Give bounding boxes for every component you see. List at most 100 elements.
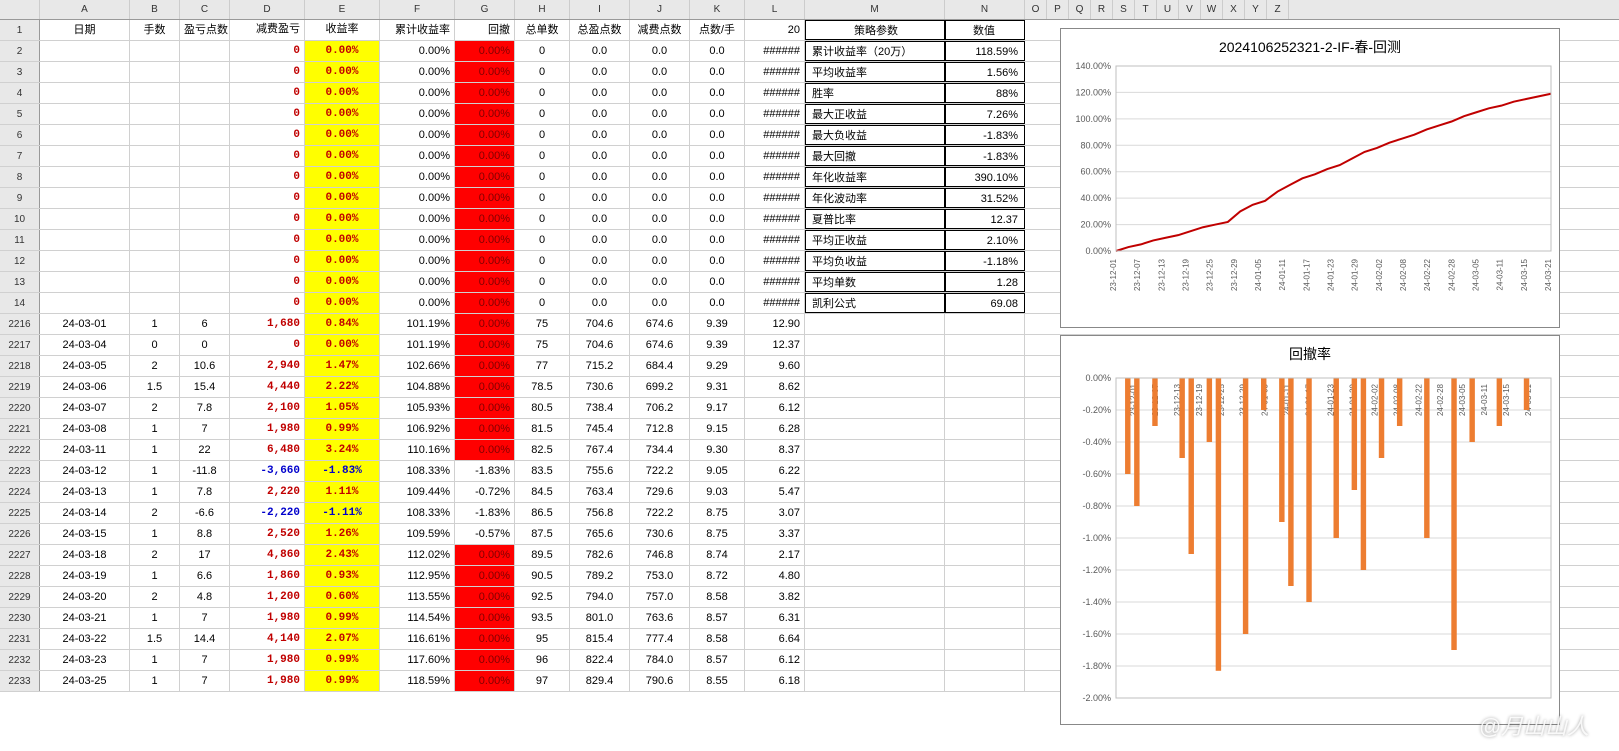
- cell-G2232[interactable]: 0.00%: [455, 650, 515, 670]
- header-E[interactable]: 收益率: [305, 20, 380, 40]
- cell-E2[interactable]: 0.00%: [305, 41, 380, 61]
- cell-L2216[interactable]: 12.90: [745, 314, 805, 334]
- header-I[interactable]: 总盈点数: [570, 20, 630, 40]
- row-header-2219[interactable]: 2219: [0, 377, 40, 397]
- col-header-W[interactable]: W: [1201, 0, 1223, 19]
- cell-A2230[interactable]: 24-03-21: [40, 608, 130, 628]
- cell-G2222[interactable]: 0.00%: [455, 440, 515, 460]
- cell-C2218[interactable]: 10.6: [180, 356, 230, 376]
- cell-D2[interactable]: 0: [230, 41, 305, 61]
- cell-C2229[interactable]: 4.8: [180, 587, 230, 607]
- cell-E2220[interactable]: 1.05%: [305, 398, 380, 418]
- row-header-2216[interactable]: 2216: [0, 314, 40, 334]
- stat-val-3[interactable]: 7.26%: [945, 104, 1025, 124]
- cell-D2232[interactable]: 1,980: [230, 650, 305, 670]
- cell-F4[interactable]: 0.00%: [380, 83, 455, 103]
- cell-J2228[interactable]: 753.0: [630, 566, 690, 586]
- cell-G2218[interactable]: 0.00%: [455, 356, 515, 376]
- cell-J2230[interactable]: 763.6: [630, 608, 690, 628]
- stat-val-9[interactable]: 2.10%: [945, 230, 1025, 250]
- cell-H2219[interactable]: 78.5: [515, 377, 570, 397]
- cell-H2224[interactable]: 84.5: [515, 482, 570, 502]
- cell-B2231[interactable]: 1.5: [130, 629, 180, 649]
- col-header-B[interactable]: B: [130, 0, 180, 19]
- stat-val-1[interactable]: 1.56%: [945, 62, 1025, 82]
- cell-G7[interactable]: 0.00%: [455, 146, 515, 166]
- cell-L2230[interactable]: 6.31: [745, 608, 805, 628]
- cell-G9[interactable]: 0.00%: [455, 188, 515, 208]
- cell-J2225[interactable]: 722.2: [630, 503, 690, 523]
- cell-C2222[interactable]: 22: [180, 440, 230, 460]
- cell-G2230[interactable]: 0.00%: [455, 608, 515, 628]
- cell-B2218[interactable]: 2: [130, 356, 180, 376]
- cell-I2220[interactable]: 738.4: [570, 398, 630, 418]
- cell-G12[interactable]: 0.00%: [455, 251, 515, 271]
- cell-F5[interactable]: 0.00%: [380, 104, 455, 124]
- cell-F2225[interactable]: 108.33%: [380, 503, 455, 523]
- cell-A2219[interactable]: 24-03-06: [40, 377, 130, 397]
- col-header-X[interactable]: X: [1223, 0, 1245, 19]
- cell-K2218[interactable]: 9.29: [690, 356, 745, 376]
- row-header-5[interactable]: 5: [0, 104, 40, 124]
- cell-H2221[interactable]: 81.5: [515, 419, 570, 439]
- cell-L2231[interactable]: 6.64: [745, 629, 805, 649]
- cell-E2221[interactable]: 0.99%: [305, 419, 380, 439]
- cell-D2229[interactable]: 1,200: [230, 587, 305, 607]
- cell-H2230[interactable]: 93.5: [515, 608, 570, 628]
- cell-G11[interactable]: 0.00%: [455, 230, 515, 250]
- cell-D2224[interactable]: 2,220: [230, 482, 305, 502]
- cell-I2218[interactable]: 715.2: [570, 356, 630, 376]
- stat-label-8[interactable]: 夏普比率: [805, 209, 945, 229]
- stat-label-1[interactable]: 平均收益率: [805, 62, 945, 82]
- cell-J2217[interactable]: 674.6: [630, 335, 690, 355]
- cell-A2231[interactable]: 24-03-22: [40, 629, 130, 649]
- cell-K2226[interactable]: 8.75: [690, 524, 745, 544]
- cell-E2223[interactable]: -1.83%: [305, 461, 380, 481]
- row-header-2227[interactable]: 2227: [0, 545, 40, 565]
- cell-L2225[interactable]: 3.07: [745, 503, 805, 523]
- cell-L2222[interactable]: 8.37: [745, 440, 805, 460]
- cell-C2220[interactable]: 7.8: [180, 398, 230, 418]
- cell-B2230[interactable]: 1: [130, 608, 180, 628]
- cell-A2222[interactable]: 24-03-11: [40, 440, 130, 460]
- cell-B2224[interactable]: 1: [130, 482, 180, 502]
- cell-D2227[interactable]: 4,860: [230, 545, 305, 565]
- row-header-11[interactable]: 11: [0, 230, 40, 250]
- cell-G4[interactable]: 0.00%: [455, 83, 515, 103]
- cell-G2226[interactable]: -0.57%: [455, 524, 515, 544]
- cell-L2217[interactable]: 12.37: [745, 335, 805, 355]
- col-header-Z[interactable]: Z: [1267, 0, 1289, 19]
- cell-G5[interactable]: 0.00%: [455, 104, 515, 124]
- stat-label-9[interactable]: 平均正收益: [805, 230, 945, 250]
- header-B[interactable]: 手数: [130, 20, 180, 40]
- cell-D2223[interactable]: -3,660: [230, 461, 305, 481]
- cell-L2224[interactable]: 5.47: [745, 482, 805, 502]
- cell-F2229[interactable]: 113.55%: [380, 587, 455, 607]
- cell-G2229[interactable]: 0.00%: [455, 587, 515, 607]
- cell-A2233[interactable]: 24-03-25: [40, 671, 130, 691]
- cell-A2216[interactable]: 24-03-01: [40, 314, 130, 334]
- col-header-G[interactable]: G: [455, 0, 515, 19]
- cell-B2228[interactable]: 1: [130, 566, 180, 586]
- cell-D2230[interactable]: 1,980: [230, 608, 305, 628]
- cell-F2221[interactable]: 106.92%: [380, 419, 455, 439]
- row-header-2230[interactable]: 2230: [0, 608, 40, 628]
- cell-G2221[interactable]: 0.00%: [455, 419, 515, 439]
- cell-A2229[interactable]: 24-03-20: [40, 587, 130, 607]
- header-K[interactable]: 点数/手: [690, 20, 745, 40]
- cell-L2226[interactable]: 3.37: [745, 524, 805, 544]
- cell-E2219[interactable]: 2.22%: [305, 377, 380, 397]
- stats-header-label[interactable]: 策略参数: [805, 20, 945, 40]
- cell-J2223[interactable]: 722.2: [630, 461, 690, 481]
- cell-J2216[interactable]: 674.6: [630, 314, 690, 334]
- cell-K2221[interactable]: 9.15: [690, 419, 745, 439]
- cell-A2232[interactable]: 24-03-23: [40, 650, 130, 670]
- cell-F10[interactable]: 0.00%: [380, 209, 455, 229]
- row-header-4[interactable]: 4: [0, 83, 40, 103]
- stat-val-2[interactable]: 88%: [945, 83, 1025, 103]
- cell-F13[interactable]: 0.00%: [380, 272, 455, 292]
- stat-val-6[interactable]: 390.10%: [945, 167, 1025, 187]
- cell-B2229[interactable]: 2: [130, 587, 180, 607]
- cell-I2228[interactable]: 789.2: [570, 566, 630, 586]
- cell-K2230[interactable]: 8.57: [690, 608, 745, 628]
